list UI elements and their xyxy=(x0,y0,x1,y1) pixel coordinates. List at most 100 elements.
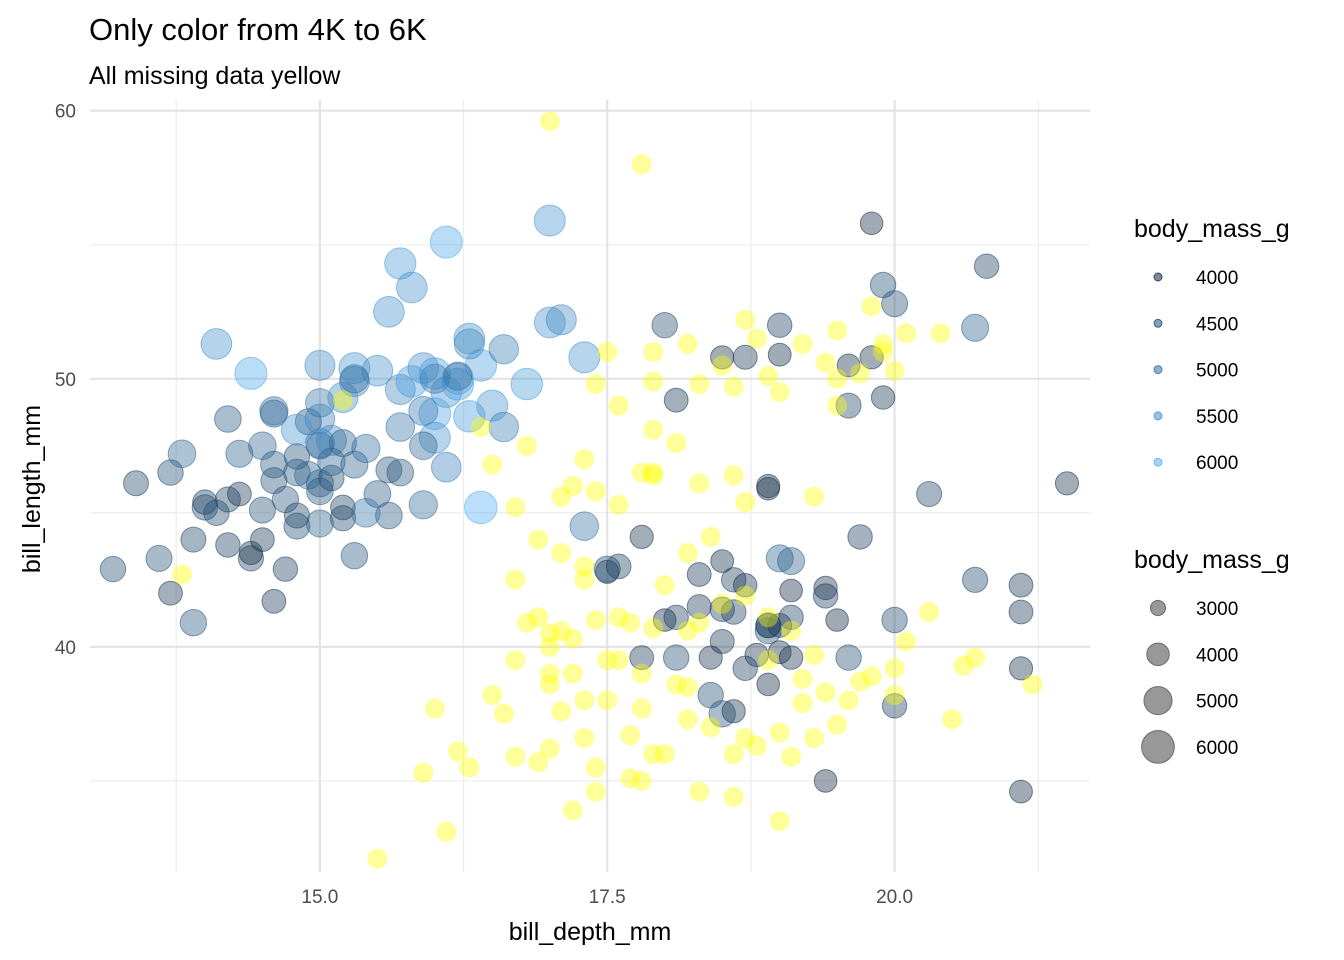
data-point xyxy=(597,690,618,711)
data-point xyxy=(488,411,519,443)
data-point xyxy=(804,644,825,665)
data-point xyxy=(629,645,655,670)
data-point xyxy=(248,431,277,461)
data-point xyxy=(505,497,526,518)
data-point xyxy=(488,334,519,365)
data-point xyxy=(720,599,747,625)
data-point xyxy=(574,690,595,711)
data-point xyxy=(569,511,600,542)
x-tick-label: 17.5 xyxy=(589,887,626,908)
data-point xyxy=(881,290,909,318)
data-point xyxy=(884,685,905,706)
data-point xyxy=(375,456,403,484)
data-point xyxy=(539,636,560,657)
size-legend-key xyxy=(1149,599,1167,617)
data-point xyxy=(686,562,712,587)
data-point xyxy=(424,698,445,719)
data-point xyxy=(447,741,468,762)
data-point xyxy=(663,644,690,671)
data-point xyxy=(493,703,514,724)
data-points xyxy=(99,111,1080,869)
color-legend-key xyxy=(1153,365,1163,375)
data-point xyxy=(436,821,457,842)
data-point xyxy=(464,490,498,525)
x-tick-label: 15.0 xyxy=(301,887,338,908)
data-point xyxy=(847,524,873,550)
data-point xyxy=(304,349,336,381)
data-point xyxy=(767,640,792,665)
data-point xyxy=(746,328,767,349)
data-point xyxy=(585,481,606,502)
data-point xyxy=(306,477,334,506)
data-point xyxy=(629,524,654,550)
size-legend-key xyxy=(1146,642,1170,667)
data-point xyxy=(827,368,848,389)
data-point xyxy=(1008,599,1034,625)
data-point xyxy=(804,486,825,507)
size-legend-label: 4000 xyxy=(1196,645,1238,666)
data-point xyxy=(896,323,917,344)
data-point xyxy=(283,458,311,487)
data-point xyxy=(593,555,621,583)
plot-panel xyxy=(90,100,1090,872)
data-point xyxy=(781,620,802,641)
data-point xyxy=(562,476,583,496)
data-point xyxy=(413,762,434,783)
data-point xyxy=(677,543,698,563)
color-legend-key xyxy=(1153,457,1163,467)
data-point xyxy=(339,364,369,394)
data-point xyxy=(585,781,606,802)
color-legend-key xyxy=(1153,272,1163,282)
data-point xyxy=(585,374,606,395)
data-point xyxy=(721,567,747,593)
data-point xyxy=(338,352,371,385)
y-axis-title: bill_length_mm xyxy=(18,405,46,573)
data-point xyxy=(234,356,268,390)
data-point xyxy=(873,342,894,362)
data-point xyxy=(419,363,450,394)
data-point xyxy=(470,417,491,437)
data-point xyxy=(545,304,577,336)
data-point xyxy=(827,714,848,735)
color-legend-label: 5000 xyxy=(1196,361,1238,382)
data-point xyxy=(643,465,664,486)
data-point xyxy=(375,501,403,530)
data-point xyxy=(123,470,149,497)
data-point xyxy=(930,323,951,344)
data-point xyxy=(813,769,838,793)
data-point xyxy=(654,744,675,765)
data-point xyxy=(896,631,917,652)
data-point xyxy=(1008,656,1034,681)
x-axis-title: bill_depth_mm xyxy=(509,918,672,946)
data-point xyxy=(551,486,572,507)
size-legend-label: 5000 xyxy=(1196,692,1238,713)
data-point xyxy=(767,342,792,367)
data-point xyxy=(765,544,794,573)
data-point xyxy=(551,620,572,641)
data-point xyxy=(248,496,276,524)
data-point xyxy=(551,543,572,563)
data-point xyxy=(712,593,733,614)
data-point xyxy=(482,685,503,706)
data-point xyxy=(294,461,323,490)
data-point xyxy=(516,435,537,456)
data-point xyxy=(551,701,572,722)
data-point xyxy=(710,345,735,370)
data-point xyxy=(836,353,861,378)
data-point xyxy=(723,465,744,486)
color-legend: body_mass_g 4000 4500 5000 5500 6000 xyxy=(1134,215,1290,474)
data-point xyxy=(259,396,289,426)
data-point xyxy=(250,527,275,552)
data-point xyxy=(758,366,779,387)
data-point xyxy=(396,271,428,304)
data-point xyxy=(677,620,698,641)
data-point xyxy=(330,494,356,521)
color-legend-label: 6000 xyxy=(1196,453,1238,474)
data-point xyxy=(215,532,241,558)
color-legend-title: body_mass_g xyxy=(1134,215,1290,243)
data-point xyxy=(825,608,849,632)
data-point xyxy=(710,549,735,573)
data-point xyxy=(528,607,549,628)
data-point xyxy=(643,419,664,440)
data-point xyxy=(700,526,721,547)
